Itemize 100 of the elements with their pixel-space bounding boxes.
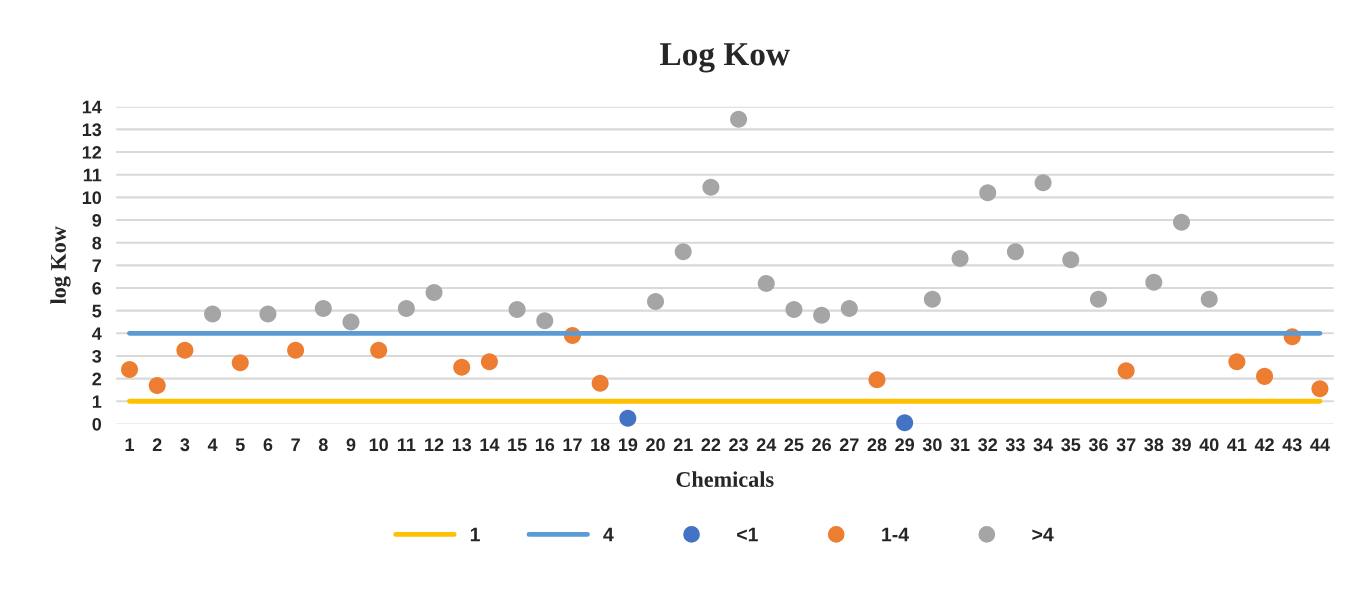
x-tick-label: 44: [1310, 438, 1330, 451]
point: [1256, 367, 1274, 385]
x-tick-label: 3: [180, 438, 190, 452]
point: [314, 299, 332, 317]
point: [813, 306, 831, 324]
point: [453, 358, 471, 376]
point: [176, 341, 194, 359]
point: [536, 312, 554, 330]
legend-label: <1: [737, 527, 758, 542]
point: [425, 284, 443, 302]
x-tick-label: 24: [756, 438, 777, 451]
x-tick-label: 28: [867, 438, 887, 452]
x-tick-label: 36: [1088, 438, 1108, 452]
point: [259, 305, 277, 323]
x-tick-label: 25: [784, 438, 804, 452]
y-tick-label: 6: [92, 281, 102, 295]
x-tick-label: 26: [812, 438, 832, 452]
x-tick-label: 5: [235, 438, 245, 452]
x-tick-label: 9: [346, 438, 356, 452]
x-tick-label: 2: [152, 438, 162, 451]
y-tick-label: 10: [82, 191, 102, 205]
x-tick-label: 30: [922, 438, 942, 452]
point: [1117, 362, 1135, 380]
y-tick-label: 8: [92, 236, 102, 250]
x-tick-label: 27: [839, 438, 859, 451]
point: [979, 184, 997, 202]
legend-label: 1: [470, 527, 480, 542]
point: [1145, 273, 1163, 291]
x-tick-label: 38: [1144, 438, 1164, 452]
x-tick-label: 33: [1005, 438, 1025, 452]
point: [1062, 251, 1080, 269]
y-tick-label: 7: [92, 259, 101, 272]
x-tick-label: 20: [646, 438, 665, 452]
x-axis-title: Chemicals: [676, 471, 774, 487]
x-tick-label: 19: [618, 438, 638, 452]
point: [591, 374, 609, 392]
point: [647, 293, 665, 311]
y-tick-label: 14: [82, 100, 102, 114]
point: [1228, 353, 1246, 371]
y-tick-label: 0: [92, 417, 102, 431]
x-tick-label: 22: [701, 438, 721, 451]
x-tick-label: 6: [263, 438, 273, 452]
legend-label: 1-4: [882, 527, 909, 542]
point: [508, 301, 526, 319]
y-tick-label: 5: [92, 304, 102, 318]
point: [757, 274, 775, 292]
x-tick-label: 32: [978, 438, 998, 452]
y-tick-label: 9: [92, 213, 102, 227]
point: [287, 341, 305, 359]
point: [121, 361, 139, 379]
point: [1173, 213, 1191, 231]
x-tick-label: 21: [673, 438, 693, 451]
y-tick-label: 11: [83, 168, 102, 182]
point: [1311, 380, 1329, 398]
x-tick-label: 8: [318, 438, 328, 452]
x-tick-label: 23: [729, 438, 748, 452]
x-tick-label: 18: [591, 438, 610, 452]
point: [148, 376, 166, 394]
point: [674, 243, 692, 261]
x-tick-label: 15: [508, 438, 527, 452]
y-tick-label: 12: [82, 146, 102, 159]
y-tick-label: 2: [92, 372, 102, 386]
x-tick-label: 17: [563, 438, 582, 451]
point: [868, 371, 886, 389]
x-tick-label: 31: [950, 438, 970, 452]
point: [619, 409, 637, 427]
x-tick-label: 37: [1116, 438, 1136, 452]
point: [896, 414, 914, 432]
x-tick-label: 16: [535, 438, 555, 452]
x-tick-label: 13: [452, 438, 472, 452]
point: [1006, 243, 1024, 261]
point: [370, 341, 388, 359]
x-tick-label: 39: [1171, 438, 1191, 452]
x-tick-label: 43: [1282, 438, 1302, 452]
x-tick-label: 7: [291, 438, 300, 451]
point: [480, 353, 498, 371]
point: [397, 299, 415, 317]
y-tick-label: 13: [82, 123, 102, 137]
point: [1089, 290, 1107, 308]
x-tick-label: 10: [369, 438, 388, 452]
x-tick-label: 12: [425, 438, 444, 451]
point: [1200, 290, 1218, 308]
x-tick-label: 14: [480, 438, 500, 451]
point: [342, 313, 360, 331]
x-tick-label: 11: [397, 438, 416, 451]
x-tick-label: 42: [1254, 438, 1274, 451]
y-axis-title: log Kow: [50, 226, 71, 305]
point: [923, 290, 941, 308]
legend-label: 4: [603, 527, 614, 542]
y-tick-label: 3: [92, 349, 102, 363]
x-tick-label: 34: [1033, 438, 1054, 452]
x-tick-label: 1: [125, 438, 135, 451]
point: [730, 110, 748, 128]
point: [840, 299, 858, 317]
point: [785, 301, 803, 319]
y-tick-label: 1: [92, 395, 102, 408]
x-tick-label: 41: [1227, 438, 1247, 451]
x-tick-label: 35: [1061, 438, 1081, 452]
point: [204, 305, 222, 323]
chart-title: Log Kow: [660, 43, 790, 73]
